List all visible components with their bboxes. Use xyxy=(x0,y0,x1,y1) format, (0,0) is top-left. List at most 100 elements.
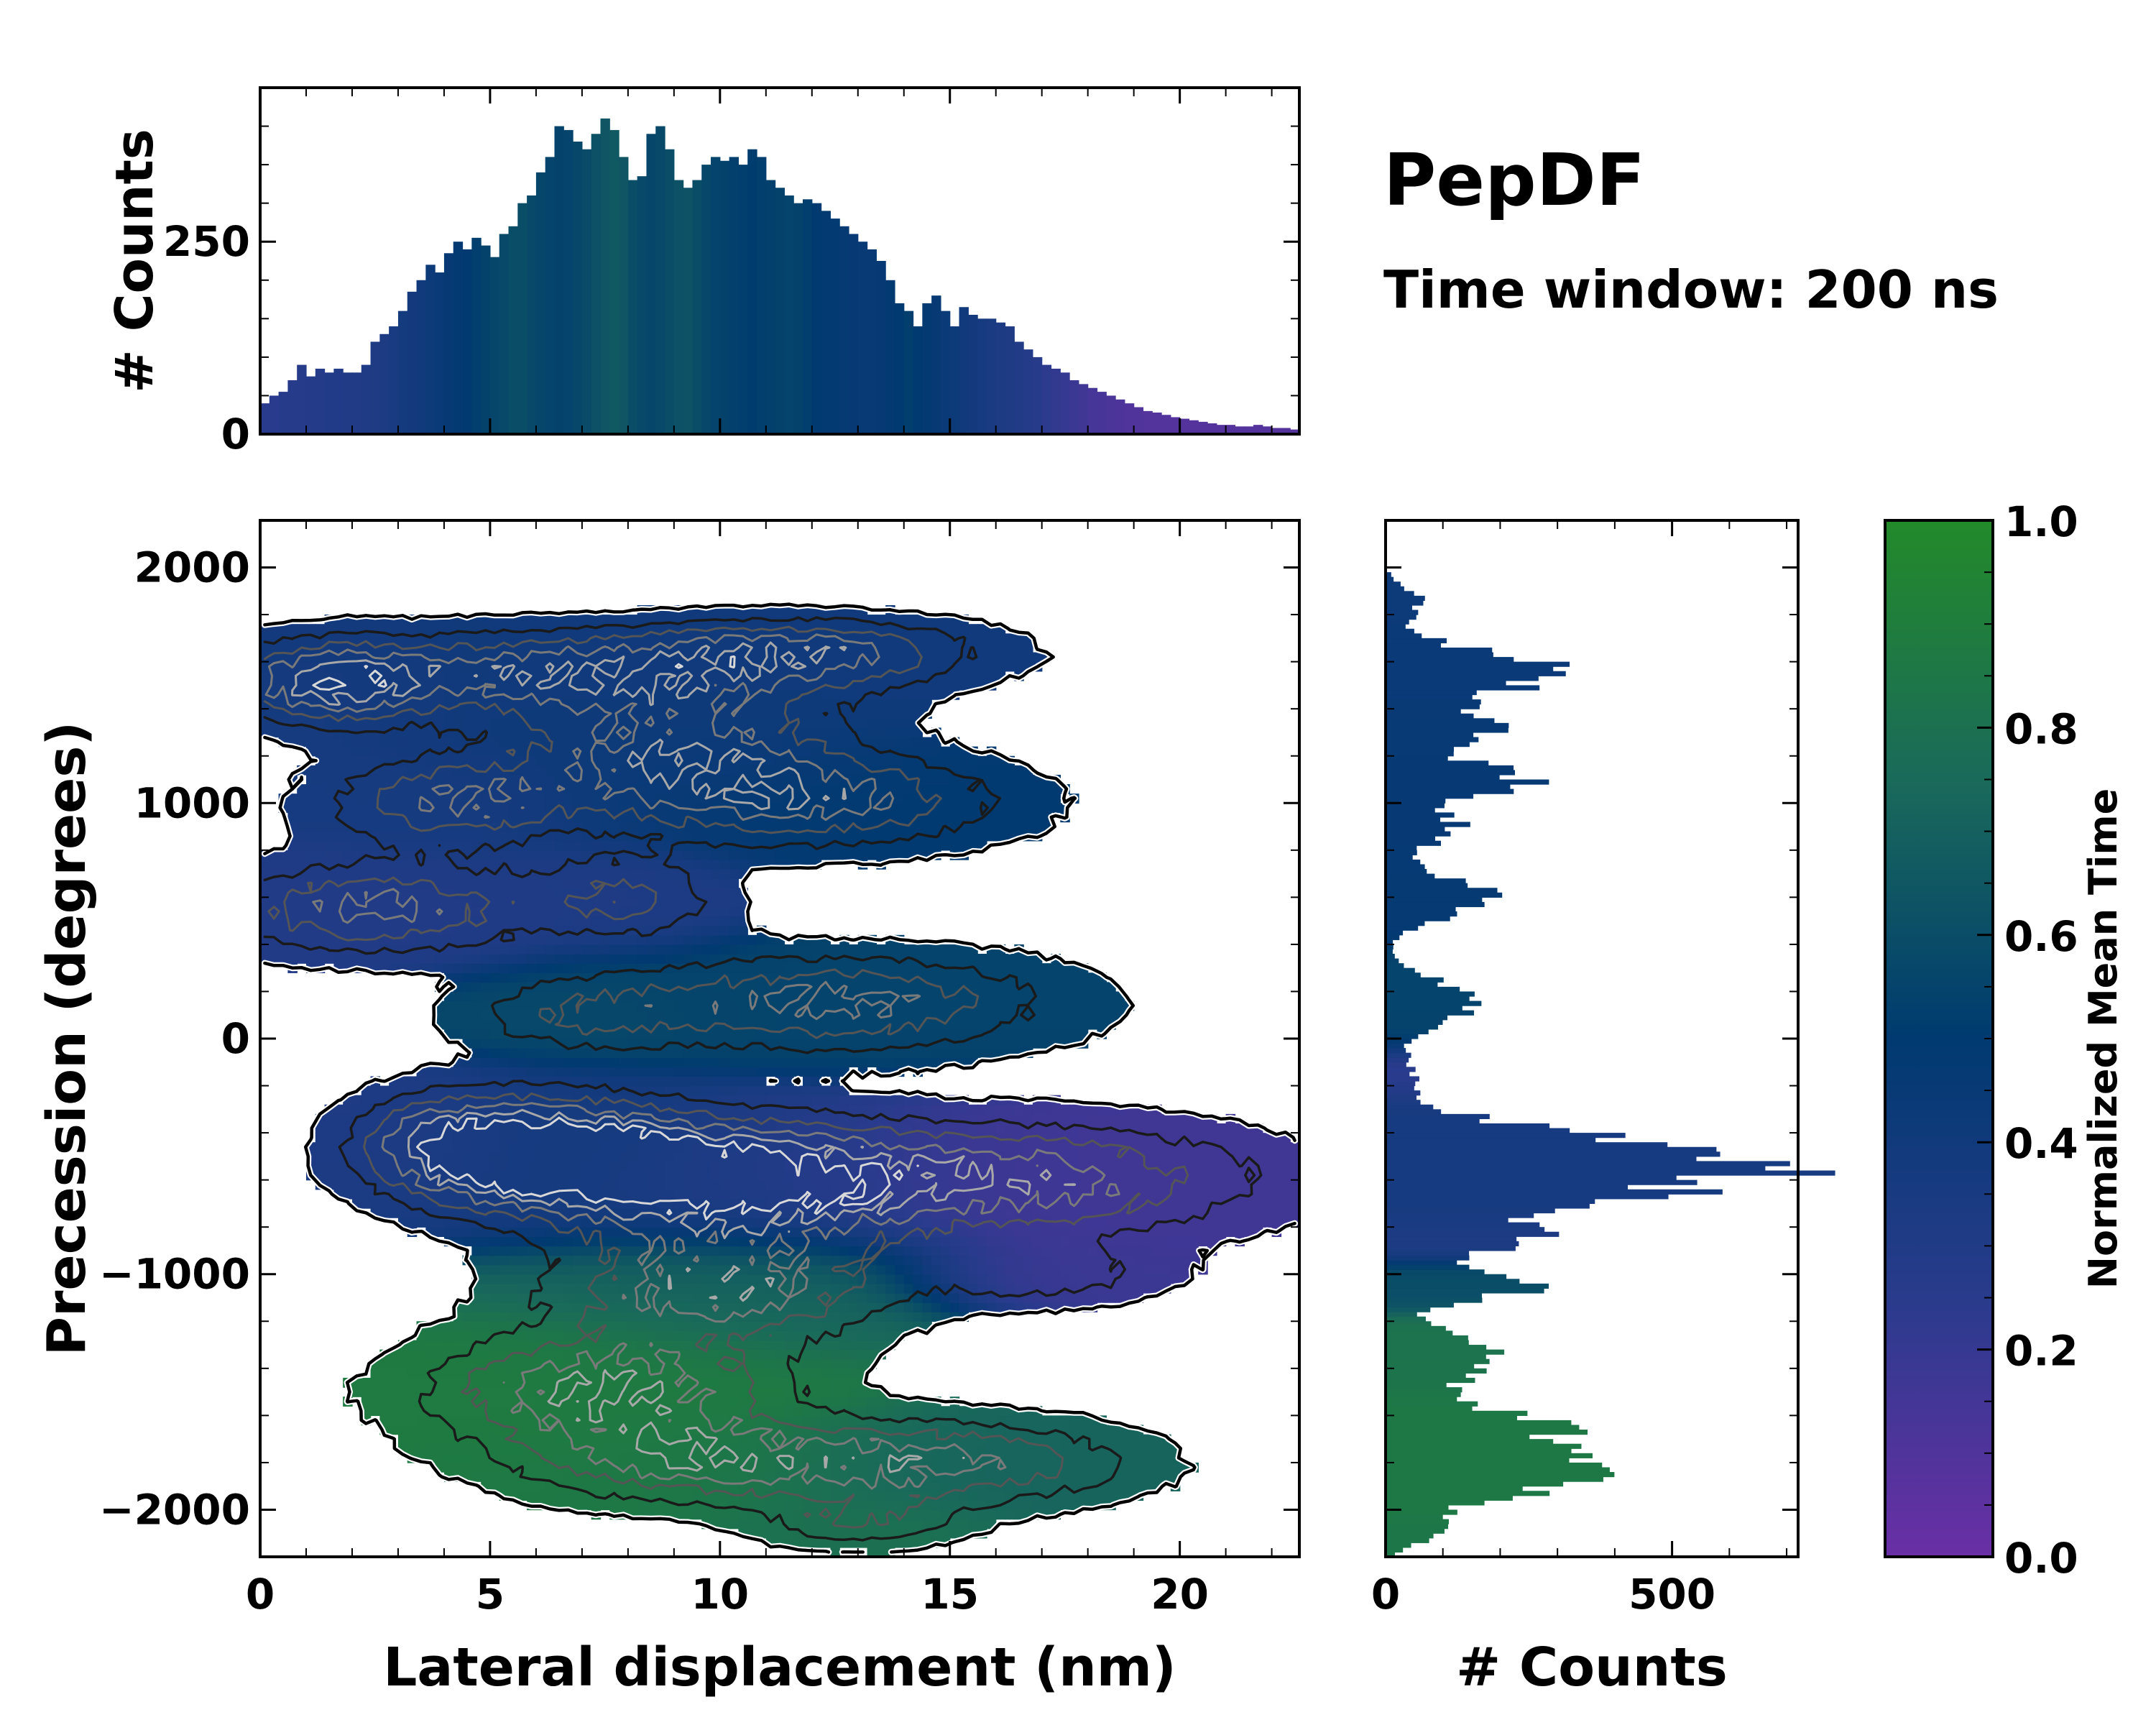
heatmap-cell xyxy=(517,1161,527,1171)
heatmap-cell xyxy=(830,1284,839,1294)
heatmap-cell xyxy=(536,1463,545,1473)
heatmap-cell xyxy=(527,1256,536,1266)
heatmap-cell xyxy=(1152,1123,1161,1133)
heatmap-cell xyxy=(849,1142,858,1152)
heatmap-cell xyxy=(1263,1199,1272,1209)
heatmap-cell xyxy=(1180,1246,1189,1256)
heatmap-cell xyxy=(922,1406,931,1416)
top-histogram-bar xyxy=(379,334,389,434)
heatmap-cell xyxy=(793,1415,803,1425)
heatmap-cell xyxy=(665,1236,674,1246)
heatmap-cell xyxy=(1051,1256,1060,1266)
heatmap-cell xyxy=(775,1171,785,1181)
heatmap-cell xyxy=(361,1095,371,1105)
heatmap-cell xyxy=(968,1246,977,1256)
heatmap-cell xyxy=(858,1057,867,1067)
heatmap-cell xyxy=(1023,1039,1033,1049)
heatmap-cell xyxy=(775,1359,785,1369)
heatmap-cell xyxy=(876,1312,885,1322)
heatmap-cell xyxy=(619,954,628,964)
heatmap-cell xyxy=(389,1171,398,1181)
heatmap-cell xyxy=(757,1076,766,1086)
heatmap-cell xyxy=(803,1095,812,1105)
heatmap-cell xyxy=(1106,1171,1115,1181)
heatmap-cell xyxy=(509,1180,518,1190)
heatmap-cell xyxy=(1125,1151,1134,1162)
heatmap-cell xyxy=(821,1359,831,1369)
heatmap-cell xyxy=(471,1020,481,1030)
heatmap-cell xyxy=(793,1509,803,1519)
heatmap-cell xyxy=(573,1236,582,1246)
heatmap-cell xyxy=(573,1133,582,1143)
heatmap-cell xyxy=(573,1293,582,1303)
heatmap-cell xyxy=(398,1387,407,1397)
heatmap-cell xyxy=(830,1350,839,1360)
heatmap-cell xyxy=(738,1161,747,1171)
heatmap-cell xyxy=(471,1142,481,1152)
heatmap-cell xyxy=(435,1340,444,1350)
heatmap-cell xyxy=(885,1312,895,1322)
heatmap-cell xyxy=(1244,1133,1253,1143)
heatmap-cell xyxy=(904,1011,913,1021)
heatmap-cell xyxy=(674,1190,683,1200)
heatmap-cell xyxy=(371,1142,380,1152)
heatmap-cell xyxy=(775,1529,785,1539)
heatmap-cell xyxy=(674,1029,683,1039)
heatmap-cell xyxy=(655,991,665,1001)
heatmap-cell xyxy=(784,1330,793,1340)
heatmap-cell xyxy=(1143,1114,1152,1124)
heatmap-cell xyxy=(490,1274,499,1284)
top-histogram-bar xyxy=(463,249,472,434)
heatmap-cell xyxy=(830,1529,839,1539)
heatmap-cell xyxy=(711,1048,720,1058)
heatmap-cell xyxy=(876,1284,885,1294)
heatmap-cell xyxy=(536,1133,545,1143)
heatmap-cell xyxy=(600,1161,609,1171)
heatmap-cell xyxy=(885,1246,895,1256)
heatmap-cell xyxy=(729,1435,739,1445)
heatmap-cell xyxy=(444,1105,453,1115)
heatmap-cell xyxy=(1023,1236,1033,1246)
heatmap-cell xyxy=(600,1435,609,1445)
heatmap-cell xyxy=(1060,1246,1069,1256)
heatmap-cell xyxy=(463,1406,472,1416)
heatmap-cell xyxy=(757,1057,766,1067)
heatmap-cell xyxy=(950,1293,959,1303)
heatmap-cell xyxy=(444,1142,453,1152)
heatmap-cell xyxy=(1198,1227,1207,1237)
heatmap-cell xyxy=(463,1330,472,1340)
heatmap-cell xyxy=(830,1415,839,1425)
heatmap-cell xyxy=(803,1453,812,1463)
heatmap-cell xyxy=(637,1218,647,1228)
heatmap-cell xyxy=(711,1190,720,1200)
heatmap-cell xyxy=(977,954,987,964)
heatmap-cell xyxy=(1152,1265,1161,1275)
heatmap-cell xyxy=(701,944,711,954)
heatmap-cell xyxy=(711,1350,720,1360)
heatmap-cell xyxy=(738,1415,747,1425)
heatmap-cell xyxy=(1125,1444,1134,1454)
heatmap-cell xyxy=(1042,1246,1051,1256)
heatmap-cell xyxy=(1115,1481,1125,1491)
heatmap-cell xyxy=(490,1218,499,1228)
top-histogram-bar xyxy=(352,372,361,434)
heatmap-cell xyxy=(637,1180,647,1190)
heatmap-cell xyxy=(371,1199,380,1209)
heatmap-cell xyxy=(922,1161,931,1171)
heatmap-cell xyxy=(554,1472,563,1482)
heatmap-cell xyxy=(517,1265,527,1275)
heatmap-cell xyxy=(481,1151,490,1162)
heatmap-cell xyxy=(417,1415,426,1425)
heatmap-cell xyxy=(444,1397,453,1407)
heatmap-cell xyxy=(830,1095,839,1105)
heatmap-cell xyxy=(683,1491,693,1501)
heatmap-cell xyxy=(683,944,693,954)
heatmap-cell xyxy=(793,1321,803,1331)
heatmap-cell xyxy=(536,944,545,954)
heatmap-cell xyxy=(683,991,693,1001)
heatmap-cell xyxy=(1253,1142,1263,1152)
heatmap-cell xyxy=(821,1368,831,1379)
heatmap-cell xyxy=(563,1161,573,1171)
heatmap-cell xyxy=(1161,1180,1171,1190)
heatmap-cell xyxy=(490,1246,499,1256)
